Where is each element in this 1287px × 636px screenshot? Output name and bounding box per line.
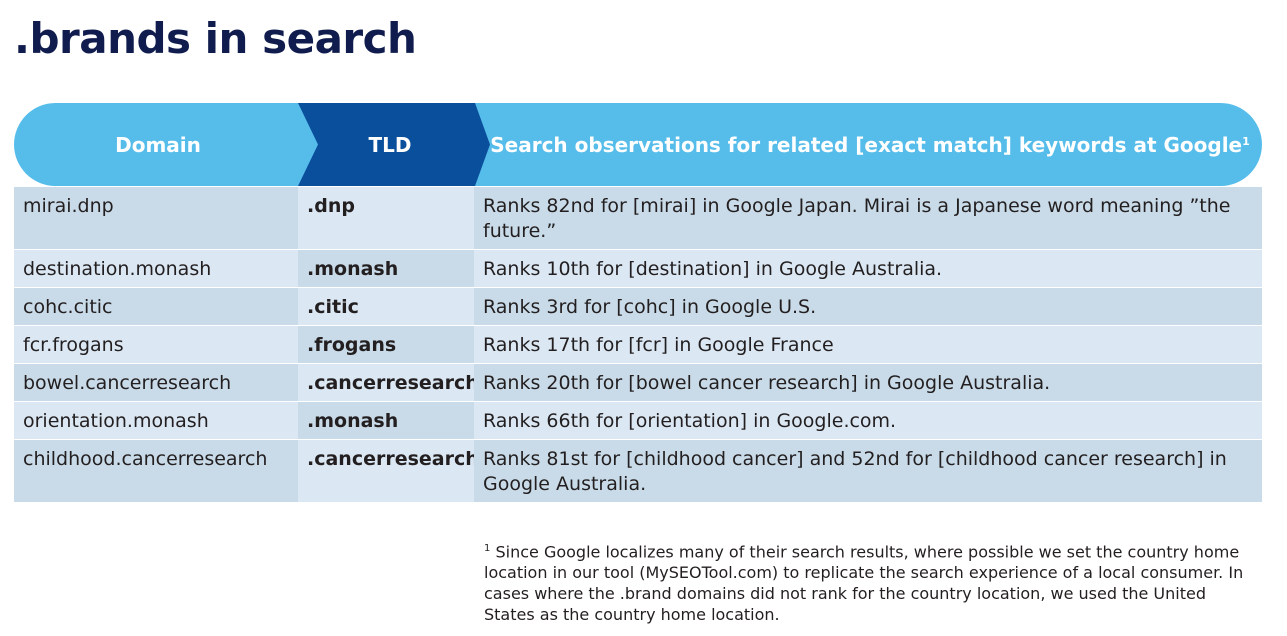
header-domain: Domain: [115, 132, 201, 157]
domain-cell: destination.monash: [14, 250, 298, 287]
tld-cell: .dnp: [298, 187, 474, 249]
footnote-number: 1: [484, 543, 491, 554]
header-observations: Search observations for related [exact m…: [478, 103, 1262, 186]
table-row: childhood.cancerresearch .cancerresearch R…: [14, 439, 1262, 502]
table-row: mirai.dnp .dnp Ranks 82nd for [mirai] in G…: [14, 186, 1262, 249]
footnote-marker: 1: [1242, 135, 1250, 148]
header-background: [14, 103, 1262, 186]
brands-table: Domain TLD Search observations for relat…: [14, 103, 1262, 502]
table-row: bowel.cancerresearch .cancerresearch Ranks…: [14, 363, 1262, 401]
domain-cell: orientation.monash: [14, 402, 298, 439]
domain-cell: fcr.frogans: [14, 326, 298, 363]
observation-cell: Ranks 20th for [bowel cancer research] i…: [474, 364, 1262, 401]
header-tld-chevron: [298, 103, 490, 186]
observation-cell: Ranks 3rd for [cohc] in Google U.S.: [474, 288, 1262, 325]
page-title: .brands in search: [14, 14, 417, 63]
tld-cell: .monash: [298, 402, 474, 439]
table-row: destination.monash .monash Ranks 10th for …: [14, 249, 1262, 287]
table-row: cohc.citic .citic Ranks 3rd for [cohc] in …: [14, 287, 1262, 325]
observation-cell: Ranks 66th for [orientation] in Google.c…: [474, 402, 1262, 439]
table-row: fcr.frogans .frogans Ranks 17th for [fcr] …: [14, 325, 1262, 363]
tld-cell: .cancerresearch: [298, 364, 479, 401]
footnote-text: Since Google localizes many of their sea…: [484, 542, 1244, 625]
tld-cell: .cancerresearch: [298, 440, 479, 502]
table-header: Domain TLD Search observations for relat…: [14, 103, 1262, 186]
header-observations-label: Search observations for related [exact m…: [490, 132, 1243, 157]
tld-cell: .citic: [298, 288, 474, 325]
observation-cell: Ranks 10th for [destination] in Google A…: [474, 250, 1262, 287]
observation-cell: Ranks 17th for [fcr] in Google France: [474, 326, 1262, 363]
footnote: 1 Since Google localizes many of their s…: [484, 538, 1254, 625]
table-body: mirai.dnp .dnp Ranks 82nd for [mirai] in G…: [14, 186, 1262, 502]
header-tld: TLD: [368, 132, 412, 157]
domain-cell: cohc.citic: [14, 288, 298, 325]
domain-cell: mirai.dnp: [14, 187, 298, 249]
observation-cell: Ranks 82nd for [mirai] in Google Japan. …: [474, 187, 1262, 249]
tld-cell: .monash: [298, 250, 474, 287]
domain-cell: childhood.cancerresearch: [14, 440, 298, 502]
tld-cell: .frogans: [298, 326, 474, 363]
table-row: orientation.monash .monash Ranks 66th for …: [14, 401, 1262, 439]
observation-cell: Ranks 81st for [childhood cancer] and 52…: [474, 440, 1262, 502]
domain-cell: bowel.cancerresearch: [14, 364, 298, 401]
